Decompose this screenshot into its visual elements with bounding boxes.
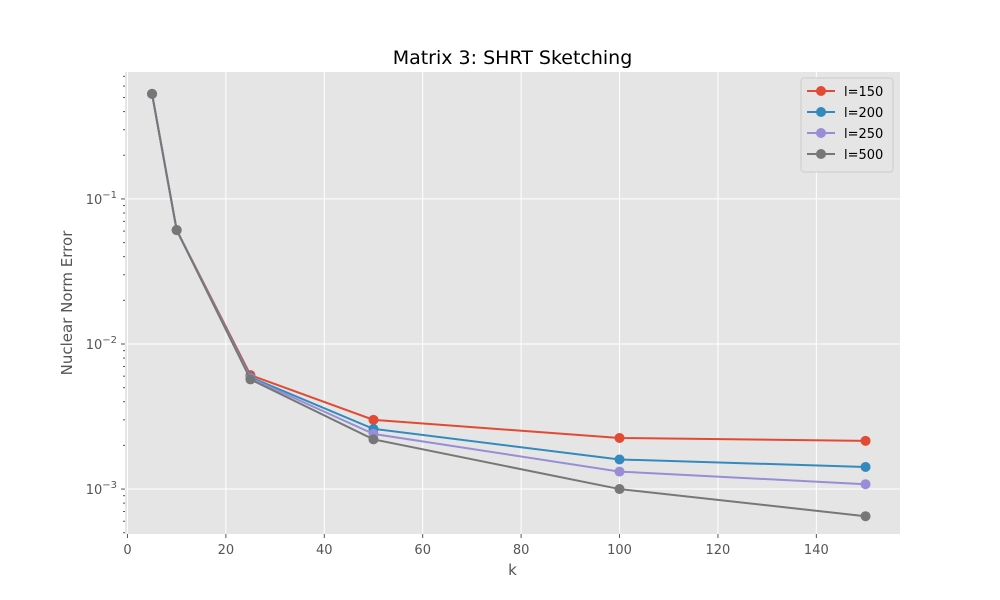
legend-box bbox=[800, 77, 894, 173]
x-tick-label: 100 bbox=[607, 543, 632, 558]
legend: l=150 l=200 l=250 l=500 bbox=[800, 77, 894, 173]
x-tick-label: 40 bbox=[316, 543, 333, 558]
x-tick-label: 140 bbox=[804, 543, 829, 558]
ticks: 0 20 40 60 80 100 120 140 10−3 10−2 10−1 bbox=[86, 75, 829, 558]
x-tick-label: 0 bbox=[123, 543, 131, 558]
series-line-4 bbox=[151, 93, 866, 518]
legend-entry-label: l=500 bbox=[844, 148, 883, 163]
data-point bbox=[245, 374, 256, 385]
x-tick-label: 60 bbox=[414, 543, 431, 558]
data-point bbox=[147, 88, 158, 99]
legend-swatch-marker bbox=[816, 86, 826, 96]
data-point bbox=[614, 454, 625, 465]
data-point bbox=[614, 466, 625, 477]
legend-swatch-marker bbox=[816, 149, 826, 159]
y-tick-label: 10−3 bbox=[86, 480, 117, 498]
legend-entry-label: l=200 bbox=[844, 106, 883, 121]
data-point bbox=[860, 435, 871, 446]
data-point bbox=[368, 414, 379, 425]
chart-title: Matrix 3: SHRT Sketching bbox=[393, 47, 633, 69]
x-tick-label: 80 bbox=[513, 543, 530, 558]
x-tick-label: 120 bbox=[706, 543, 731, 558]
y-tick-label: 10−2 bbox=[86, 335, 117, 353]
y-axis-label: Nuclear Norm Error bbox=[58, 230, 76, 376]
plot-background bbox=[125, 72, 900, 534]
legend-entry-label: l=250 bbox=[844, 127, 883, 142]
data-point bbox=[860, 461, 871, 472]
data-point bbox=[614, 484, 625, 495]
x-tick-label: 20 bbox=[218, 543, 235, 558]
series-layer bbox=[147, 88, 871, 522]
legend-swatch-marker bbox=[816, 128, 826, 138]
y-tick-label: 10−1 bbox=[86, 190, 117, 208]
x-axis-label: k bbox=[508, 561, 517, 579]
data-point bbox=[171, 225, 182, 236]
data-point bbox=[860, 479, 871, 490]
legend-swatch-marker bbox=[816, 107, 826, 117]
legend-entry-label: l=150 bbox=[844, 85, 883, 100]
data-point bbox=[860, 511, 871, 522]
data-point bbox=[368, 434, 379, 445]
data-point bbox=[614, 432, 625, 443]
